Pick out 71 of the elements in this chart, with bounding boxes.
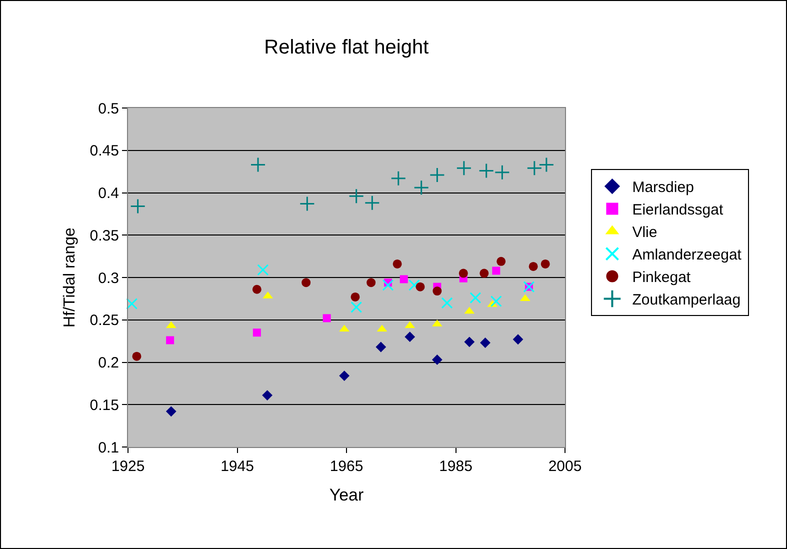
x-tick-label: 1945 [220,458,254,475]
point [480,338,490,348]
y-tick-label: 0.1 [98,439,119,456]
y-tick-label: 0.5 [98,100,119,118]
point [538,157,554,173]
y-tick-label: 0.35 [90,227,119,244]
point [299,196,315,212]
y-tick-label: 0.45 [90,142,119,160]
point [429,167,445,183]
point [528,262,538,271]
point [262,390,272,400]
point [392,259,402,268]
point [390,170,406,186]
x-axis-title: Year [329,485,364,504]
point [464,336,475,348]
x-tick-label: 1965 [330,458,364,475]
legend-label: Zoutkamperlaag [632,292,741,309]
point [364,195,380,211]
point [376,342,386,352]
point [302,278,311,288]
point [350,301,362,313]
legend-label: Amlanderzeegat [632,246,742,264]
point [492,266,500,275]
point [416,282,425,292]
y-tick-label: 0.25 [90,312,119,330]
point [132,352,142,361]
point [366,278,376,288]
point [441,297,453,309]
point [348,188,364,204]
point [350,292,360,302]
point [166,336,174,344]
x-tick-label: 2005 [548,458,582,475]
legend-label: Pinkegat [632,269,692,286]
point [130,198,146,214]
y-tick-label: 0.3 [98,270,119,287]
point [540,259,550,268]
point [480,268,489,278]
x-tick-label: 1985 [439,458,472,475]
point [526,160,542,176]
point [408,279,420,291]
point [456,160,472,176]
point [382,279,394,291]
point [250,157,266,173]
point [496,256,506,266]
chart-title: Relative flat height [264,36,430,58]
y-tick-label: 0.2 [98,354,119,372]
point [494,164,510,180]
legend-label: Eierlandssgat [632,202,724,219]
point [257,264,269,276]
point [470,292,482,304]
point [478,162,494,178]
point [400,275,408,284]
point [512,334,524,345]
point [252,328,261,337]
y-axis-title: Hf/Tidal range [62,227,79,328]
point [432,354,442,365]
point [322,314,331,322]
legend-label: Vlie [632,224,658,242]
point [339,370,350,382]
point [414,180,430,196]
point [432,286,442,296]
point [404,332,416,342]
y-tick-label: 0.4 [98,185,119,202]
point [126,298,138,310]
point [490,295,502,307]
point [252,284,262,294]
legend-label: Marsdiep [632,179,694,196]
point [458,268,468,278]
point [166,406,176,417]
y-tick-label: 0.15 [90,396,119,414]
x-tick-label: 1925 [111,458,145,475]
